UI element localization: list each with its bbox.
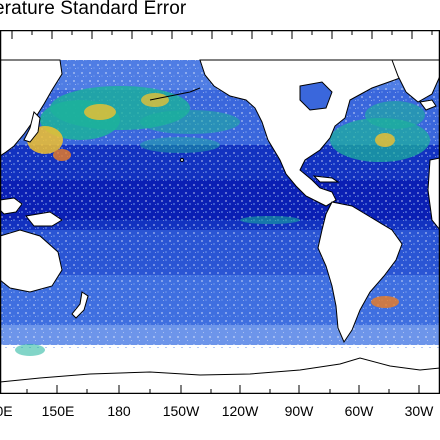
australia <box>0 229 63 293</box>
high-error-patches <box>15 86 430 356</box>
indonesia <box>0 197 23 215</box>
lon-label-150e: 150E <box>41 403 75 419</box>
japan <box>23 111 41 143</box>
lon-label-0: 0E <box>0 403 13 419</box>
lon-label-90w: 90W <box>284 403 314 419</box>
antarctica <box>0 357 440 394</box>
hawaii <box>180 158 184 162</box>
map-title: erature Standard Error <box>0 0 187 19</box>
iceland <box>419 99 437 111</box>
hudson-bay <box>299 81 333 111</box>
world-map <box>0 30 440 394</box>
lon-label-30w: 30W <box>404 403 434 419</box>
lon-label-120w: 120W <box>221 403 259 419</box>
lon-label-60w: 60W <box>344 403 374 419</box>
new-guinea <box>25 211 63 227</box>
africa-edge <box>427 157 440 231</box>
lon-label-180: 180 <box>107 403 131 419</box>
cuba <box>312 175 340 183</box>
aleutians <box>149 87 201 101</box>
land-masses <box>0 59 440 394</box>
new-zealand <box>71 291 89 319</box>
lon-label-150w: 150W <box>162 403 200 419</box>
greenland <box>391 59 440 103</box>
south-america <box>317 201 403 344</box>
north-america <box>199 59 440 207</box>
